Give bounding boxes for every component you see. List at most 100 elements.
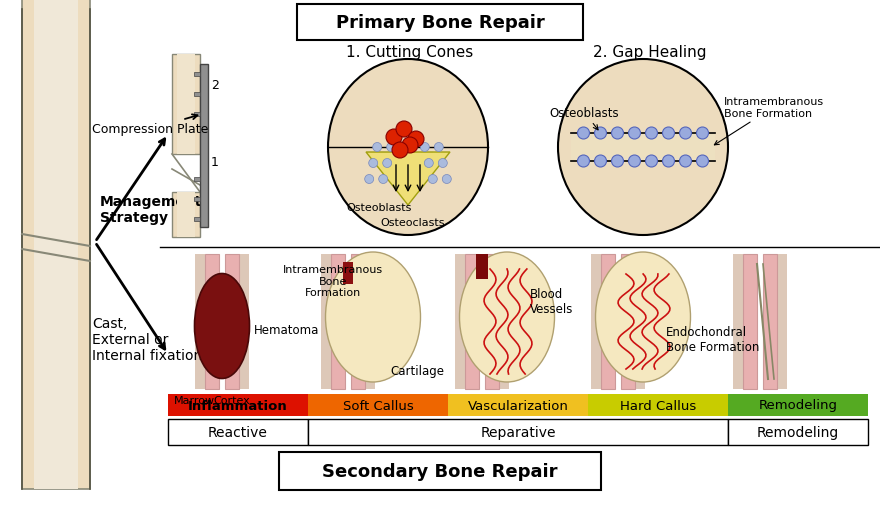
Bar <box>194 93 200 97</box>
Circle shape <box>696 156 708 168</box>
Text: Vascularization: Vascularization <box>467 399 568 412</box>
Polygon shape <box>366 153 450 206</box>
Bar <box>34 0 78 489</box>
Bar <box>365 255 375 389</box>
Text: 2. Gap Healing: 2. Gap Healing <box>593 44 707 60</box>
Bar <box>205 255 219 389</box>
Text: Primary Bone Repair: Primary Bone Repair <box>335 14 545 32</box>
Ellipse shape <box>326 252 421 382</box>
Bar <box>743 255 757 389</box>
Circle shape <box>424 159 433 168</box>
Bar <box>591 255 601 389</box>
Bar <box>343 263 353 284</box>
Bar <box>733 255 743 389</box>
Bar <box>168 419 308 445</box>
Bar <box>763 255 777 389</box>
Bar <box>239 255 249 389</box>
Bar <box>485 255 499 389</box>
Ellipse shape <box>596 252 691 382</box>
Text: Blood
Vessels: Blood Vessels <box>530 287 574 316</box>
Ellipse shape <box>459 252 554 382</box>
Text: Inflammation: Inflammation <box>188 399 288 412</box>
Bar <box>194 178 200 182</box>
Text: Hematoma: Hematoma <box>254 323 319 336</box>
Text: 1. Cutting Cones: 1. Cutting Cones <box>347 44 473 60</box>
Circle shape <box>435 143 444 152</box>
Ellipse shape <box>194 274 250 379</box>
Bar <box>455 255 465 389</box>
Bar <box>308 394 448 416</box>
Bar <box>168 394 308 416</box>
Circle shape <box>383 159 392 168</box>
Circle shape <box>369 159 378 168</box>
Circle shape <box>595 156 606 168</box>
Circle shape <box>646 128 657 140</box>
Text: 2: 2 <box>211 78 219 91</box>
Bar <box>571 134 715 162</box>
Text: Hard Callus: Hard Callus <box>620 399 696 412</box>
Text: Reactive: Reactive <box>208 425 268 439</box>
Circle shape <box>612 128 624 140</box>
Text: Remodeling: Remodeling <box>757 425 840 439</box>
Bar <box>177 192 195 237</box>
Ellipse shape <box>558 60 728 235</box>
Bar <box>448 394 588 416</box>
Circle shape <box>663 128 674 140</box>
Circle shape <box>595 128 606 140</box>
Circle shape <box>663 156 674 168</box>
FancyBboxPatch shape <box>279 452 601 490</box>
Bar <box>177 55 195 155</box>
Bar <box>172 55 200 155</box>
Text: Endochondral
Bone Formation: Endochondral Bone Formation <box>666 325 759 354</box>
Circle shape <box>402 138 418 154</box>
Text: Soft Callus: Soft Callus <box>342 399 414 412</box>
Circle shape <box>364 175 374 184</box>
Text: Osteoblasts: Osteoblasts <box>549 106 620 131</box>
Bar <box>331 255 345 389</box>
Circle shape <box>378 175 388 184</box>
Circle shape <box>646 156 657 168</box>
Text: Cartilage: Cartilage <box>390 365 444 378</box>
Bar <box>465 255 479 389</box>
Bar <box>225 255 239 389</box>
Circle shape <box>421 143 429 152</box>
Bar <box>476 255 488 279</box>
Circle shape <box>386 130 402 146</box>
Bar <box>635 255 645 389</box>
Text: Reparative: Reparative <box>480 425 556 439</box>
Circle shape <box>443 175 451 184</box>
Circle shape <box>577 156 590 168</box>
Bar <box>588 394 728 416</box>
Bar <box>601 255 615 389</box>
Circle shape <box>628 156 641 168</box>
Bar <box>22 0 90 489</box>
Circle shape <box>386 143 396 152</box>
Bar <box>621 255 635 389</box>
Circle shape <box>679 128 692 140</box>
Text: Intramembranous
Bone
Formation: Intramembranous Bone Formation <box>283 265 383 297</box>
Bar <box>308 419 728 445</box>
Circle shape <box>408 132 424 147</box>
Bar <box>194 73 200 77</box>
Bar <box>321 255 331 389</box>
Text: Marrow: Marrow <box>173 395 215 405</box>
Text: Remodeling: Remodeling <box>759 399 838 412</box>
Circle shape <box>679 156 692 168</box>
Circle shape <box>577 128 590 140</box>
Text: Management
Strategy: Management Strategy <box>100 194 202 225</box>
FancyBboxPatch shape <box>297 5 583 41</box>
Circle shape <box>628 128 641 140</box>
Bar <box>200 65 208 228</box>
Bar <box>728 419 868 445</box>
Text: 1: 1 <box>211 156 219 169</box>
Text: Cortex: Cortex <box>214 395 251 405</box>
Bar <box>499 255 509 389</box>
Circle shape <box>373 143 382 152</box>
Ellipse shape <box>328 60 488 235</box>
Circle shape <box>429 175 437 184</box>
Text: Osteoblasts: Osteoblasts <box>346 203 411 213</box>
Bar <box>194 197 200 201</box>
Text: Intramembranous
Bone Formation: Intramembranous Bone Formation <box>715 97 824 145</box>
Circle shape <box>396 122 412 138</box>
Bar <box>195 255 205 389</box>
